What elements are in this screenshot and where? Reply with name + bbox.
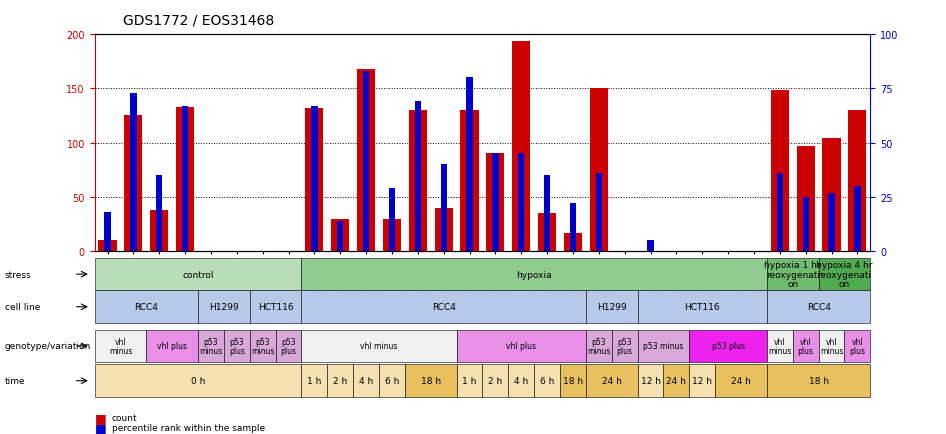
Bar <box>569 204 576 252</box>
Bar <box>544 176 551 252</box>
Bar <box>647 241 654 252</box>
Text: time: time <box>5 376 26 385</box>
Bar <box>363 72 369 252</box>
Text: vhl
plus: vhl plus <box>797 337 814 355</box>
Bar <box>466 78 473 252</box>
Bar <box>104 213 111 252</box>
Text: vhl
plus: vhl plus <box>850 337 866 355</box>
Bar <box>771 91 789 252</box>
Text: p53
plus: p53 plus <box>229 337 245 355</box>
Bar <box>461 111 479 252</box>
Bar <box>306 108 324 252</box>
Text: p53 plus: p53 plus <box>711 342 745 351</box>
Bar <box>414 102 421 252</box>
Text: 18 h: 18 h <box>421 376 441 385</box>
Text: 4 h: 4 h <box>514 376 529 385</box>
Text: 2 h: 2 h <box>333 376 347 385</box>
Text: H1299: H1299 <box>597 302 626 312</box>
Bar <box>389 189 395 252</box>
Text: vhl
minus: vhl minus <box>768 337 792 355</box>
Text: 18 h: 18 h <box>809 376 829 385</box>
Text: genotype/variation: genotype/variation <box>5 342 91 351</box>
Text: 24 h: 24 h <box>602 376 622 385</box>
Bar <box>441 165 447 252</box>
Text: 2 h: 2 h <box>488 376 502 385</box>
Bar <box>492 154 499 252</box>
Text: 18 h: 18 h <box>563 376 583 385</box>
Bar <box>176 107 194 252</box>
Text: stress: stress <box>5 270 31 279</box>
Bar <box>131 93 136 252</box>
Bar <box>150 210 168 252</box>
Bar <box>409 111 427 252</box>
Bar <box>331 219 349 252</box>
Text: 24 h: 24 h <box>666 376 687 385</box>
Bar <box>589 89 608 252</box>
Text: 12 h: 12 h <box>692 376 712 385</box>
Bar <box>512 42 531 252</box>
Text: ■: ■ <box>95 411 106 424</box>
Text: HCT116: HCT116 <box>258 302 293 312</box>
Bar <box>357 69 376 252</box>
Text: vhl minus: vhl minus <box>360 342 397 351</box>
Text: 4 h: 4 h <box>359 376 374 385</box>
Text: percentile rank within the sample: percentile rank within the sample <box>112 423 265 432</box>
Bar <box>337 221 343 252</box>
Bar <box>777 174 783 252</box>
Bar <box>124 116 143 252</box>
Bar <box>434 208 453 252</box>
Text: 1 h: 1 h <box>463 376 477 385</box>
Text: 6 h: 6 h <box>540 376 554 385</box>
Text: control: control <box>183 270 214 279</box>
Bar <box>564 233 582 252</box>
Bar <box>486 154 504 252</box>
Text: HCT116: HCT116 <box>685 302 720 312</box>
Text: 6 h: 6 h <box>385 376 399 385</box>
Text: ■: ■ <box>95 421 106 434</box>
Text: cell line: cell line <box>5 302 40 312</box>
Text: p53
minus: p53 minus <box>587 337 610 355</box>
Bar <box>822 139 841 252</box>
Text: 24 h: 24 h <box>731 376 751 385</box>
Text: count: count <box>112 413 137 422</box>
Text: hypoxia 4 hr
reoxygenati
on: hypoxia 4 hr reoxygenati on <box>816 260 873 289</box>
Text: p53
minus: p53 minus <box>251 337 274 355</box>
Text: H1299: H1299 <box>209 302 238 312</box>
Bar <box>383 219 401 252</box>
Text: 1 h: 1 h <box>307 376 322 385</box>
Bar <box>829 193 834 252</box>
Text: RCC4: RCC4 <box>807 302 831 312</box>
Text: p53
minus: p53 minus <box>200 337 222 355</box>
Text: 12 h: 12 h <box>640 376 660 385</box>
Text: hypoxia 1 hr
reoxygenati
on: hypoxia 1 hr reoxygenati on <box>764 260 821 289</box>
Text: vhl
minus: vhl minus <box>109 337 132 355</box>
Bar <box>156 176 163 252</box>
Bar <box>98 241 116 252</box>
Text: vhl
minus: vhl minus <box>820 337 843 355</box>
Bar <box>182 106 188 252</box>
Bar <box>518 154 524 252</box>
Bar <box>854 187 861 252</box>
Bar <box>538 214 556 252</box>
Text: p53
plus: p53 plus <box>281 337 296 355</box>
Text: RCC4: RCC4 <box>431 302 456 312</box>
Text: p53 minus: p53 minus <box>643 342 684 351</box>
Text: GDS1772 / EOS31468: GDS1772 / EOS31468 <box>123 13 274 27</box>
Bar <box>849 111 867 252</box>
Bar <box>596 174 602 252</box>
Text: vhl plus: vhl plus <box>506 342 536 351</box>
Bar <box>802 197 809 252</box>
Bar <box>311 106 318 252</box>
Bar <box>797 147 815 252</box>
Text: hypoxia: hypoxia <box>517 270 552 279</box>
Text: 0 h: 0 h <box>191 376 205 385</box>
Text: p53
plus: p53 plus <box>617 337 633 355</box>
Text: RCC4: RCC4 <box>134 302 158 312</box>
Text: vhl plus: vhl plus <box>157 342 187 351</box>
